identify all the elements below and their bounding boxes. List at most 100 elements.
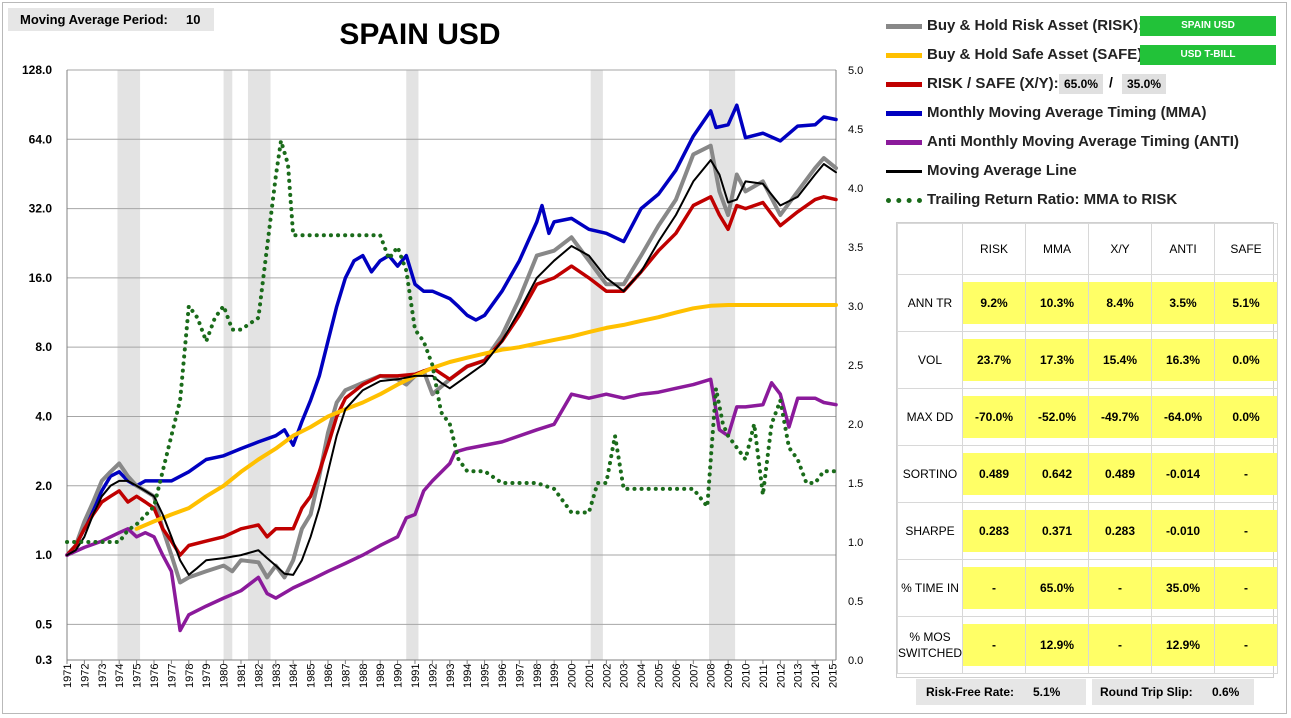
legend-maline-swatch <box>886 170 922 173</box>
stats-cell: 65.0% <box>1026 567 1088 609</box>
legend-ratio-label: Trailing Return Ratio: MMA to RISK <box>927 191 1178 208</box>
xy-separator: / <box>1109 74 1113 90</box>
stats-cell: 23.7% <box>963 339 1025 381</box>
series-line-trailing-return-ratio-mma-to-risk <box>65 138 838 544</box>
stats-cell: 16.3% <box>1152 339 1214 381</box>
stats-corner <box>897 223 963 275</box>
series-line-mma <box>65 103 838 557</box>
legend-risk-label: Buy & Hold Risk Asset (RISK): <box>927 17 1144 34</box>
y-left-tick-label: 0.3 <box>35 653 52 667</box>
x-tick-label: 1998 <box>532 664 544 688</box>
series-line-anti <box>65 377 838 633</box>
x-tick-label: 1980 <box>219 664 231 688</box>
y-left-tick-label: 32.0 <box>29 202 53 216</box>
recession-band <box>247 70 271 660</box>
y-right-tick-label: 5.0 <box>848 65 863 77</box>
stats-row-label: ANN TR <box>897 274 963 332</box>
stats-row: % MOS SWITCHED - 12.9% - 12.9% - <box>897 616 1278 674</box>
x-tick-label: 2010 <box>741 664 753 688</box>
x-tick-label: 1999 <box>549 664 561 688</box>
x-tick-label: 2006 <box>671 664 683 688</box>
recession-band <box>223 70 233 660</box>
stats-cell: 0.0% <box>1215 339 1277 381</box>
x-tick-label: 1993 <box>445 664 457 688</box>
x-tick-label: 1975 <box>132 664 144 688</box>
stats-row: MAX DD -70.0% -52.0% -49.7% -64.0% 0.0% <box>897 388 1278 446</box>
x-tick-label: 1991 <box>410 664 422 688</box>
x-tick-label: 1992 <box>427 664 439 688</box>
stats-row-label: SHARPE <box>897 502 963 560</box>
x-tick-label: 1997 <box>514 664 526 688</box>
y-right-tick-label: 2.0 <box>848 419 863 431</box>
legend-xy-swatch <box>886 82 922 87</box>
stats-cell: 0.489 <box>963 453 1025 495</box>
stats-cell: 15.4% <box>1089 339 1151 381</box>
x-tick-label: 2001 <box>584 664 596 688</box>
x-tick-label: 2000 <box>567 664 579 688</box>
legend-anti-swatch <box>886 140 922 145</box>
x-tick-label: 1981 <box>236 664 248 688</box>
stats-cell: 10.3% <box>1026 282 1088 324</box>
recession-band <box>590 70 603 660</box>
y-right-tick-label: 3.5 <box>848 242 863 254</box>
x-tick-label: 1985 <box>306 664 318 688</box>
x-tick-label: 1982 <box>253 664 265 688</box>
y-left-tick-label: 128.0 <box>22 63 52 77</box>
x-tick-label: 1971 <box>62 664 74 688</box>
stats-table: RISK MMA X/Y ANTI SAFE ANN TR 9.2% 10.3%… <box>896 222 1278 678</box>
series-line-moving-average-line <box>66 159 837 576</box>
x-tick-label: 2004 <box>636 664 648 688</box>
stats-col-header: RISK <box>962 223 1026 275</box>
stats-cell: -0.014 <box>1152 453 1214 495</box>
y-right-tick-label: 0.0 <box>848 655 863 667</box>
x-tick-label: 1984 <box>288 664 300 688</box>
stats-col-header: X/Y <box>1088 223 1152 275</box>
y-right-tick-label: 1.5 <box>848 478 863 490</box>
risk-free-rate-box: Risk-Free Rate: 5.1% <box>916 679 1086 705</box>
x-tick-label: 2008 <box>706 664 718 688</box>
legend-mma-swatch <box>886 111 922 116</box>
y-right-tick-label: 3.0 <box>848 301 863 313</box>
y-left-tick-label: 16.0 <box>29 271 53 285</box>
y-right-tick-label: 1.0 <box>848 537 863 549</box>
stats-cell: 35.0% <box>1152 567 1214 609</box>
round-trip-slip-box: Round Trip Slip: 0.6% <box>1092 679 1254 705</box>
x-tick-label: 1972 <box>79 664 91 688</box>
stats-cell: -70.0% <box>963 396 1025 438</box>
stats-cell: 0.371 <box>1026 510 1088 552</box>
series-line-safe <box>134 303 838 531</box>
x-tick-label: 2003 <box>619 664 631 688</box>
stats-col-header: SAFE <box>1214 223 1278 275</box>
x-tick-label: 1994 <box>462 664 474 688</box>
ma-period-box: Moving Average Period: 10 <box>8 8 214 31</box>
legend-maline-label: Moving Average Line <box>927 162 1077 179</box>
x-tick-label: 1978 <box>184 664 196 688</box>
ma-period-value: 10 <box>186 12 201 27</box>
stats-row: VOL 23.7% 17.3% 15.4% 16.3% 0.0% <box>897 331 1278 389</box>
stats-row-label: SORTINO <box>897 445 963 503</box>
stats-row-label: % MOS SWITCHED <box>897 616 963 674</box>
x-tick-label: 1996 <box>497 664 509 688</box>
stats-cell: - <box>963 567 1025 609</box>
stats-cell: 8.4% <box>1089 282 1151 324</box>
stats-cell: - <box>1089 567 1151 609</box>
legend-risk-swatch <box>886 24 922 29</box>
x-tick-label: 2015 <box>828 664 840 688</box>
stats-cell: 0.0% <box>1215 396 1277 438</box>
x-tick-label: 2011 <box>758 664 770 688</box>
stats-cell: 9.2% <box>963 282 1025 324</box>
stats-cell: - <box>1215 624 1277 666</box>
x-tick-label: 2013 <box>793 664 805 688</box>
stats-cell: -64.0% <box>1152 396 1214 438</box>
stats-cell: -52.0% <box>1026 396 1088 438</box>
stats-cell: 3.5% <box>1152 282 1214 324</box>
legend-mma-label: Monthly Moving Average Timing (MMA) <box>927 104 1207 121</box>
x-tick-label: 2007 <box>688 664 700 688</box>
x-tick-label: 2009 <box>723 664 735 688</box>
stats-row: SORTINO 0.489 0.642 0.489 -0.014 - <box>897 445 1278 503</box>
stats-col-header: ANTI <box>1151 223 1215 275</box>
x-tick-label: 1995 <box>480 664 492 688</box>
y-right-tick-label: 4.0 <box>848 183 863 195</box>
